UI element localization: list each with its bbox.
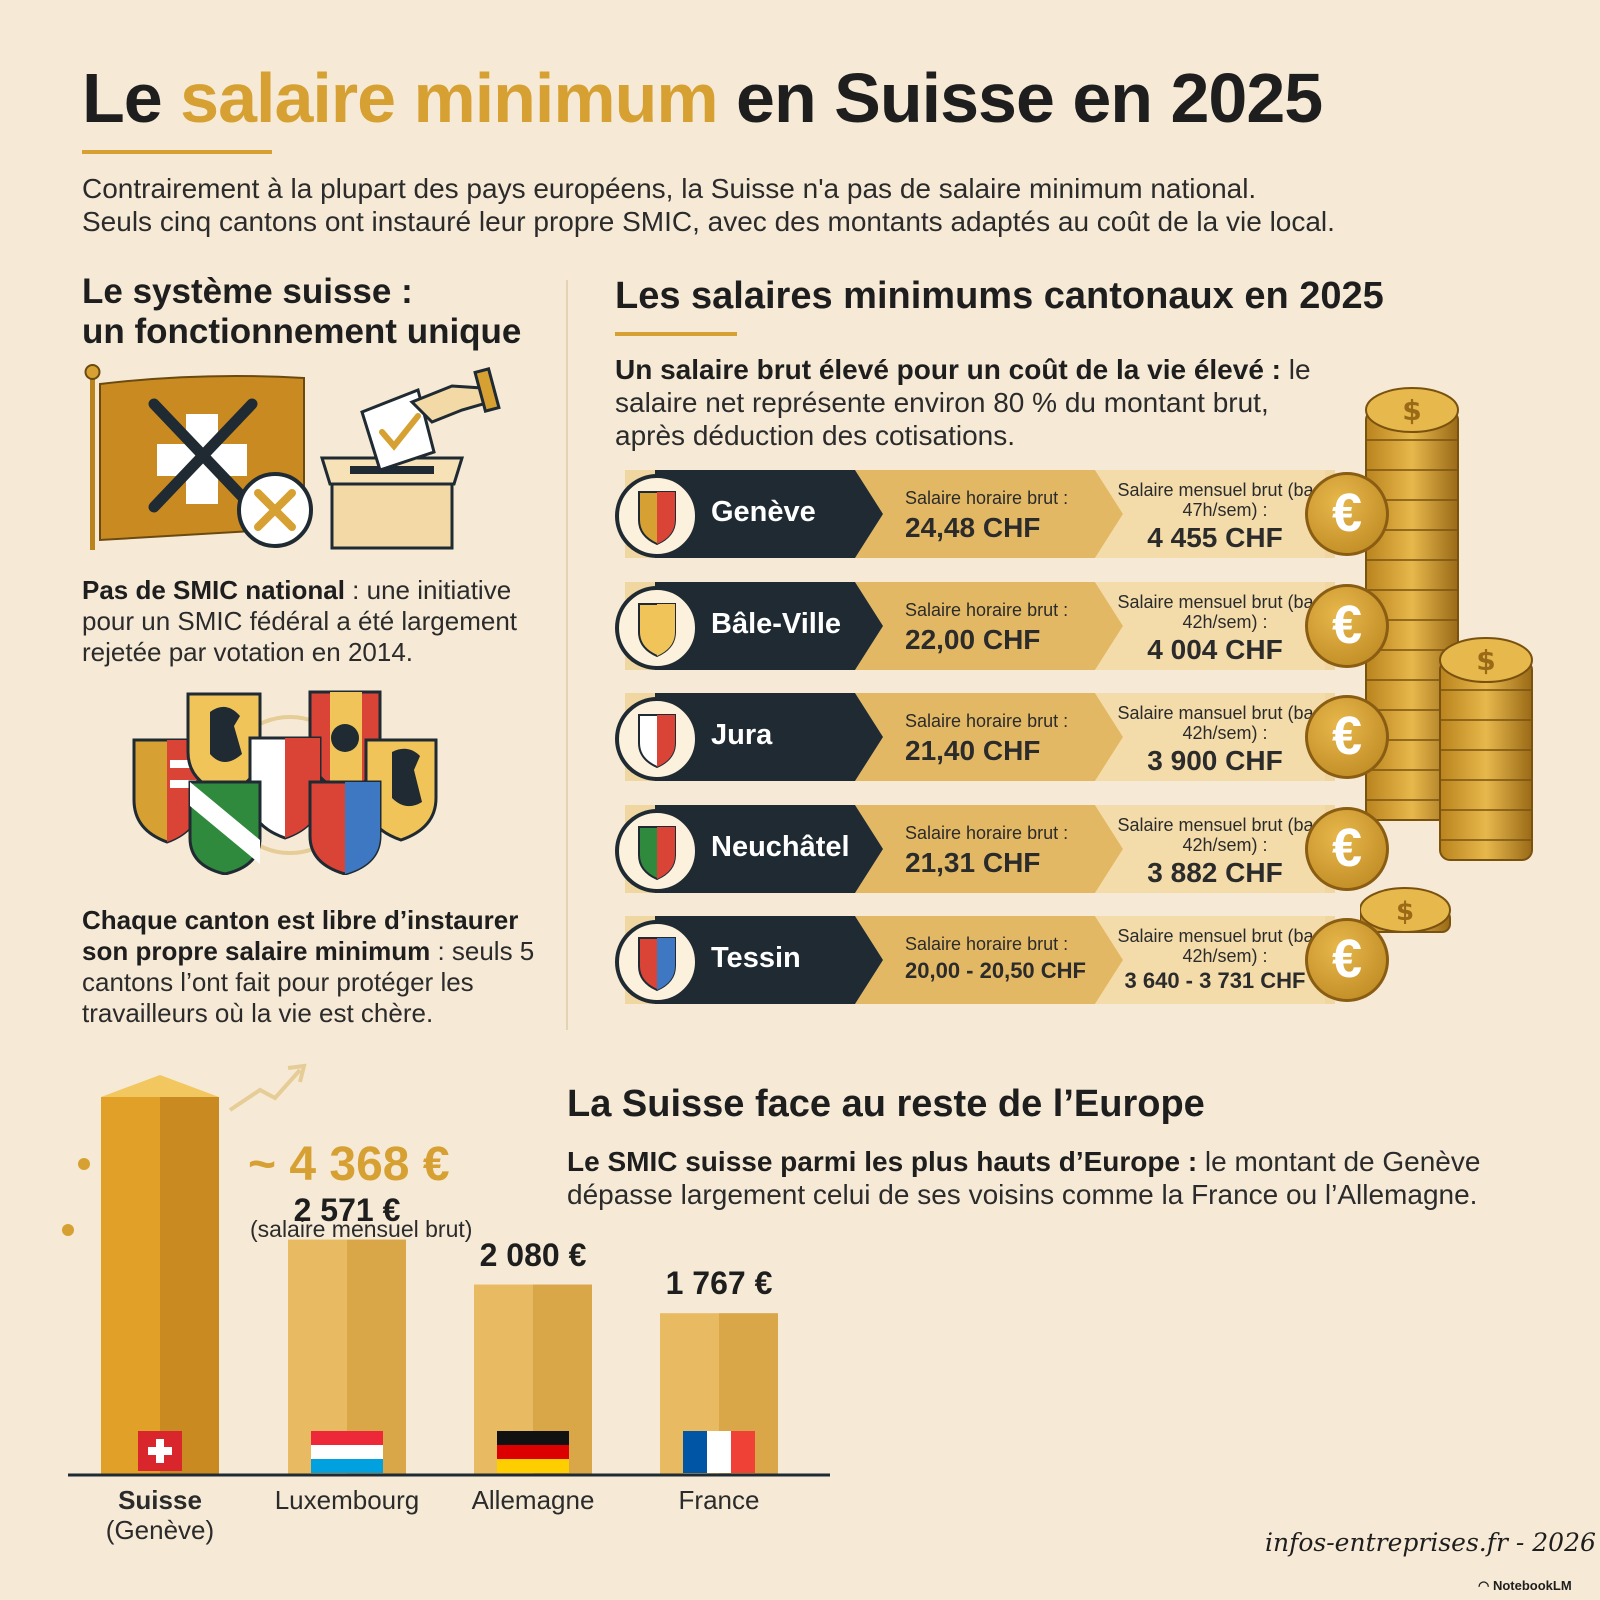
row-background: [625, 916, 1335, 1004]
single-coin: $: [1360, 887, 1451, 933]
row-background: [625, 470, 1335, 558]
monthly-wage-label: Salaire mensuel brut (base 42h/sem) :: [1117, 814, 1333, 855]
svg-text:$: $: [1396, 897, 1414, 927]
hourly-wage-label: Salaire horaire brut :: [905, 488, 1069, 508]
monthly-wage-value: 4 004 CHF: [1147, 633, 1283, 665]
notebooklm-badge: ◠ NotebookLM: [1478, 1578, 1572, 1593]
cantonal-subtitle: Un salaire brut élevé pour un coût de la…: [615, 354, 1311, 451]
monthly-wage-label: Salaire mensuel brut (base 47h/sem) :: [1117, 480, 1333, 520]
cantonal-heading-underline: [615, 332, 737, 336]
canton-row: Tessin Salaire horaire brut : 20,00 - 20,5…: [615, 916, 1389, 1004]
bar-switzerland: [101, 1075, 219, 1475]
monthly-wage-value: 3 900 CHF: [1147, 745, 1283, 776]
hourly-wage-value: 20,00 - 20,50 CHF: [905, 958, 1086, 983]
cantonal-heading: Les salaires minimums cantonaux en 2025: [615, 275, 1384, 317]
canton-crest-icon: [615, 697, 699, 781]
svg-text:$: $: [1476, 644, 1495, 677]
monthly-wage-value: 3 882 CHF: [1147, 856, 1283, 888]
monthly-wage-label: Salaire mensuel brut (base 42h/sem) :: [1117, 926, 1333, 966]
switzerland-value-note: (salaire mensuel brut): [250, 1216, 473, 1242]
hourly-wage-label: Salaire horaire brut :: [905, 822, 1069, 843]
euro-coin-icon: €: [1305, 918, 1389, 1002]
hourly-wage-value: 21,40 CHF: [905, 735, 1041, 766]
svg-text:$: $: [1402, 394, 1421, 427]
column-divider: [566, 280, 568, 1030]
bar-luxembourg: [288, 1239, 406, 1475]
hourly-wage-label: Salaire horaire brut :: [905, 599, 1069, 620]
bar-category-label: France: [678, 1485, 760, 1515]
hourly-wage-value: 24,48 CHF: [905, 512, 1041, 543]
bar-category-label: Suisse (Genève): [105, 1485, 215, 1545]
monthly-wage-label: Salaire mensuel brut (base 42h/sem) :: [1117, 591, 1333, 632]
canton-row: Neuchâtel Salaire horaire brut : 21,31 CHF…: [615, 804, 1389, 893]
bar-value-label: 2 080 €: [479, 1236, 587, 1273]
canton-row: Bâle-Ville Salaire horaire brut : 22,00 CH…: [615, 581, 1389, 670]
monthly-wage-value: 4 455 CHF: [1147, 522, 1283, 553]
flag-france-icon: [683, 1431, 755, 1473]
hourly-wage-label: Salaire horaire brut :: [905, 934, 1069, 954]
canton-name: Bâle-Ville: [711, 607, 842, 640]
intro-text: Contrairement à la plupart des pays euro…: [82, 173, 1335, 237]
canton-name: Genève: [711, 496, 816, 528]
no-national-minimum-text: Pas de SMIC national : une initiative po…: [82, 575, 518, 667]
euro-coin-icon: €: [1305, 583, 1389, 668]
flag-luxembourg-icon: [311, 1431, 383, 1473]
hourly-wage-label: Salaire horaire brut :: [905, 711, 1069, 731]
flag-switzerland-icon: [138, 1431, 182, 1471]
monthly-wage-label: Salaire mansuel brut (base 42h/sem) :: [1117, 703, 1333, 743]
ticino-shield-icon: [308, 780, 382, 875]
bar-value-label: 1 767 €: [665, 1265, 773, 1302]
switzerland-value-label: ~ 4 368 €: [248, 1138, 450, 1191]
flag-germany-icon: [497, 1431, 569, 1473]
swiss-flag-icon: [84, 364, 305, 550]
ballot-box-icon: [319, 367, 501, 550]
reject-icon: [237, 472, 313, 548]
canton-freedom-text: Chaque canton est libre d’instaurer son …: [82, 905, 535, 1028]
title-underline: [82, 150, 272, 154]
canton-crest-icon: [615, 585, 699, 670]
canton-name: Tessin: [711, 942, 801, 974]
bern-shield-icon: [308, 690, 382, 794]
hourly-wage-value: 21,31 CHF: [905, 846, 1041, 878]
row-background: [625, 693, 1335, 781]
canton-name: Neuchâtel: [711, 830, 850, 863]
flag-ballot-illustration: [84, 364, 501, 550]
canton-shields-illustration: [132, 690, 438, 875]
bar-category-label: Allemagne: [471, 1485, 595, 1515]
row-background: [625, 581, 1335, 670]
chart-decoration: [62, 1063, 307, 1236]
canton-name: Jura: [711, 719, 773, 751]
bar-germany: [474, 1284, 592, 1475]
row-background: [625, 804, 1335, 893]
monthly-wage-value: 3 640 - 3 731 CHF: [1124, 968, 1306, 993]
canton-row: Genève Salaire horaire brut : 24,48 CHF Sal…: [615, 470, 1389, 558]
canton-crest-icon: [615, 920, 699, 1004]
euro-coin-icon: €: [1305, 695, 1389, 779]
left-heading: Le système suisse : un fonctionnement un…: [82, 272, 522, 351]
bar-france: [660, 1313, 778, 1475]
title-accent: salaire minimum: [180, 59, 718, 137]
page-title: Le salaire minimum en Suisse en 2025: [82, 59, 1323, 137]
europe-bar-chart: [62, 1063, 830, 1477]
hourly-wage-value: 22,00 CHF: [905, 623, 1041, 655]
bar-category-label: Luxembourg: [274, 1485, 420, 1515]
euro-coin-icon: €: [1305, 806, 1389, 891]
canton-row: Jura Salaire horaire brut : 21,40 CHF Salai…: [615, 693, 1389, 781]
canton-crest-icon: [615, 474, 699, 558]
europe-heading: La Suisse face au reste de l’Europe: [567, 1083, 1205, 1125]
source-credit: infos-entreprises.fr - 2026: [1265, 1528, 1596, 1557]
coin-stack-right: $: [1439, 637, 1533, 861]
canton-crest-icon: [615, 808, 699, 893]
euro-coin-icon: €: [1305, 472, 1389, 556]
bar-value-label: 2 571 €: [293, 1191, 401, 1228]
chart-bars: [101, 1075, 778, 1475]
europe-text: Le SMIC suisse parmi les plus hauts d’Eu…: [567, 1146, 1481, 1210]
thurgau-shield-icon: [188, 780, 262, 875]
coin-stacks-illustration: $ $ $: [1360, 387, 1533, 933]
